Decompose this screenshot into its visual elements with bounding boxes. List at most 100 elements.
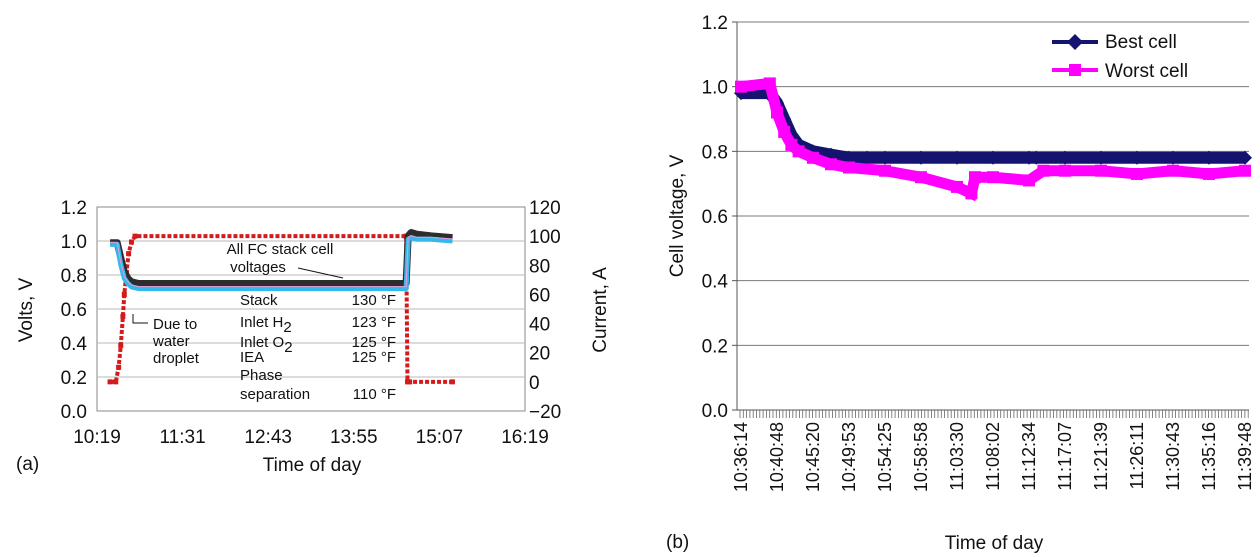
- series-point-worst-cell: [1095, 164, 1107, 177]
- y2-tick-label-a: 100: [529, 227, 561, 248]
- series-point-worst-cell: [763, 77, 776, 90]
- series-point-current: [118, 342, 124, 348]
- x-tick-label-b: 10:45:20: [803, 422, 823, 492]
- legend-label-best: Best cell: [1105, 32, 1177, 53]
- y2-tick-label-a: 120: [529, 198, 561, 219]
- legend-marker-best: [1067, 34, 1083, 50]
- x-axis-a: 10:19 11:31 12:43 13:55 15:07 16:19: [73, 427, 549, 448]
- x-tick-label-b: 11:35:16: [1199, 422, 1219, 491]
- x-axis-label-a: Time of day: [263, 455, 362, 476]
- y-tick-label-b: 0.0: [702, 401, 728, 422]
- series-point-worst-cell: [1131, 167, 1143, 180]
- temperature-label-subscript: 2: [284, 339, 292, 356]
- series-point-worst-cell: [1203, 167, 1215, 180]
- y-tick-label-a: 1.2: [61, 198, 87, 219]
- temperature-value: 110 °F: [353, 386, 396, 403]
- series-point-best-cell: [860, 150, 874, 165]
- y-axis-label-b: Cell voltage, V: [667, 154, 688, 277]
- y-tick-label-b: 0.2: [702, 336, 728, 357]
- x-tick-label-b: 10:36:14: [731, 422, 751, 492]
- y2-tick-label-a: 20: [529, 344, 550, 365]
- temperature-value: 125 °F: [352, 334, 396, 351]
- series-point-worst-cell: [807, 151, 819, 164]
- series-line-cell-voltages: [110, 235, 453, 292]
- temperature-value: 123 °F: [352, 314, 396, 331]
- series-point-worst-cell: [1059, 164, 1071, 177]
- temperature-value: 130 °F: [352, 292, 396, 309]
- series-point-current: [120, 313, 126, 319]
- x-tick-label-b: 10:54:25: [875, 422, 895, 492]
- x-tick-label-a: 12:43: [244, 427, 292, 448]
- temperature-label: Stack: [240, 292, 278, 309]
- x-tick-label-b: 10:40:48: [767, 422, 787, 492]
- series-point-best-cell: [914, 150, 928, 165]
- temperature-label: IEA: [240, 349, 264, 366]
- x-tick-label-b: 10:49:53: [839, 422, 859, 492]
- series-point-current: [132, 233, 138, 239]
- x-tick-label-b: 11:08:02: [983, 422, 1003, 491]
- series-point-worst-cell: [735, 80, 747, 93]
- series-point-worst-cell: [915, 171, 927, 184]
- series-point-worst-cell: [1239, 164, 1251, 177]
- series-point-current: [113, 379, 119, 385]
- annotation-droplet-1: Due to: [153, 316, 197, 333]
- series-point-best-cell: [986, 150, 1000, 165]
- series-point-worst-cell: [969, 171, 981, 184]
- annotation-cell-voltages-1: All FC stack cell: [227, 241, 334, 258]
- legend-marker-worst: [1069, 64, 1081, 76]
- series-point-current: [107, 379, 113, 385]
- y-axis-a: 0.0 0.2 0.4 0.6 0.8 1.0 1.2: [61, 198, 88, 423]
- series-point-current: [121, 291, 127, 297]
- y2-axis-a: −20 0 20 40 60 80 100 120: [529, 198, 561, 423]
- y2-tick-label-a: −20: [529, 402, 561, 423]
- x-tick-label-b: 11:21:39: [1091, 422, 1111, 491]
- x-tick-label-b: 11:39:48: [1235, 422, 1255, 491]
- series-point-worst-cell: [825, 158, 837, 171]
- series-point-worst-cell: [792, 145, 805, 158]
- annotation-droplet-3: droplet: [153, 350, 200, 367]
- x-tick-label-a: 13:55: [330, 427, 378, 448]
- temperature-label: Inlet H2: [240, 314, 292, 336]
- series-point-current: [126, 251, 132, 257]
- panel-label-a: (a): [16, 454, 39, 475]
- x-axis-label-b: Time of day: [945, 533, 1044, 554]
- series-a: [107, 229, 455, 385]
- y-tick-label-a: 0.4: [61, 334, 88, 355]
- y-tick-label-a: 0.8: [61, 266, 87, 287]
- x-tick-label-b: 11:30:43: [1163, 422, 1183, 491]
- y2-tick-label-a: 60: [529, 285, 550, 306]
- y-tick-label-a: 0.6: [61, 300, 87, 321]
- series-point-best-cell: [878, 150, 892, 165]
- y-axis-b: 0.0 0.2 0.4 0.6 0.8 1.0 1.2: [702, 13, 737, 422]
- y2-tick-label-a: 80: [529, 256, 550, 277]
- annotation-droplet-leader: [132, 314, 148, 324]
- series-point-worst-cell: [1037, 164, 1050, 177]
- series-point-worst-cell: [951, 180, 963, 193]
- series-point-worst-cell: [843, 161, 855, 174]
- y2-axis-label-a: Current, A: [590, 267, 611, 353]
- y-tick-label-a: 1.0: [61, 232, 87, 253]
- temperature-table: Stack 130 °F Inlet H2 123 °F Inlet O2 125 °F I…: [240, 292, 396, 403]
- y-tick-label-a: 0.2: [61, 368, 87, 389]
- series-point-best-cell: [1130, 150, 1144, 165]
- series-point-worst-cell: [771, 106, 783, 119]
- series-point-current: [449, 379, 455, 385]
- series-point-current: [128, 239, 134, 245]
- annotation-cell-voltages-2: voltages: [230, 259, 286, 276]
- series-point-best-cell: [950, 150, 964, 165]
- x-tick-label-a: 15:07: [416, 427, 464, 448]
- y-tick-label-a: 0.0: [61, 402, 87, 423]
- legend-label-worst: Worst cell: [1105, 61, 1188, 82]
- y-tick-label-b: 0.8: [702, 142, 728, 163]
- x-tick-label-a: 10:19: [73, 427, 121, 448]
- y2-tick-label-a: 40: [529, 315, 550, 336]
- y-tick-label-b: 0.6: [702, 207, 728, 228]
- series-line-current: [110, 234, 453, 384]
- x-tick-label-b: 11:03:30: [947, 422, 967, 491]
- y-axis-label-a: Volts, V: [16, 277, 37, 342]
- series-point-worst-cell: [1023, 174, 1035, 187]
- series-line-cell-highlight: [110, 235, 453, 288]
- series-point-best-cell: [1238, 150, 1252, 165]
- series-point-worst-cell: [778, 125, 791, 138]
- y-tick-label-b: 0.4: [702, 272, 729, 293]
